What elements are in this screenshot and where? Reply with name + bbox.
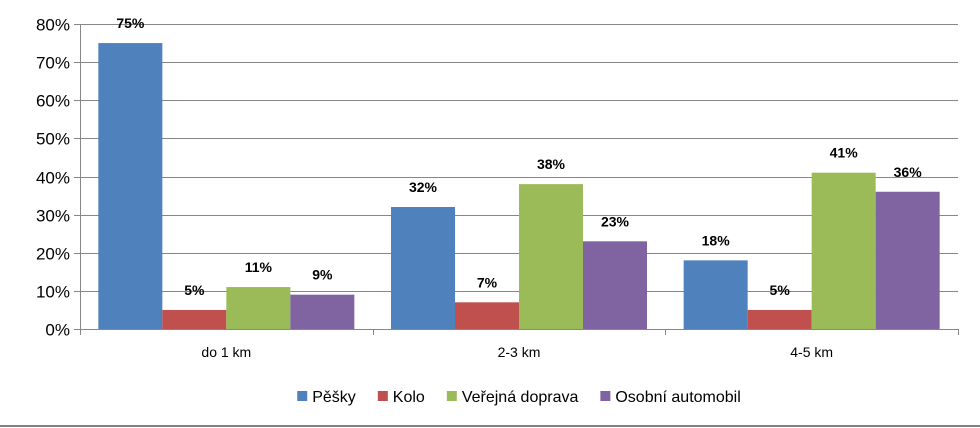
data-label: 36% xyxy=(894,164,923,180)
bar xyxy=(162,309,227,329)
y-tick-label: 40% xyxy=(36,169,70,188)
legend-label: Osobní automobil xyxy=(615,389,740,406)
bar xyxy=(875,191,940,329)
data-label: 7% xyxy=(477,274,498,290)
x-category-label: 2-3 km xyxy=(498,344,541,360)
data-label: 38% xyxy=(537,156,566,172)
data-label: 23% xyxy=(601,213,630,229)
data-label: 11% xyxy=(245,259,273,275)
data-label: 41% xyxy=(830,145,859,161)
y-tick-label: 10% xyxy=(36,283,70,302)
bar xyxy=(455,302,519,329)
bar xyxy=(583,241,647,329)
bar xyxy=(747,309,812,329)
legend-swatch xyxy=(446,391,457,401)
y-axis-ticks: 0% 10% 20% 30% 40% 50% 60% 70% 80% xyxy=(36,16,80,340)
legend-label: Veřejná doprava xyxy=(462,389,579,406)
x-axis-categories: do 1 km 2-3 km 4-5 km xyxy=(201,344,833,360)
y-tick-label: 80% xyxy=(36,16,70,35)
y-tick-label: 30% xyxy=(36,207,70,226)
y-tick-label: 50% xyxy=(36,130,70,149)
data-labels: 75% 5% 11% 9% 32% 7% 38% 23% 18% 5% 41% 36% xyxy=(116,15,922,298)
bar xyxy=(811,172,876,329)
data-label: 9% xyxy=(312,267,333,283)
y-tick-label: 70% xyxy=(36,54,70,73)
bar xyxy=(98,43,163,329)
bar xyxy=(519,184,583,329)
x-category-label: do 1 km xyxy=(201,344,251,360)
data-label: 18% xyxy=(702,232,731,248)
legend: Pěšky Kolo Veřejná doprava Osobní automobil xyxy=(297,389,741,406)
x-category-label: 4-5 km xyxy=(790,344,833,360)
data-label: 75% xyxy=(116,15,145,31)
legend-swatch xyxy=(600,391,611,401)
data-label: 5% xyxy=(770,282,791,298)
legend-label: Kolo xyxy=(393,389,425,406)
bar xyxy=(226,287,291,329)
axes xyxy=(80,24,959,335)
data-label: 32% xyxy=(409,179,438,195)
bars xyxy=(98,43,940,329)
y-tick-label: 60% xyxy=(36,92,70,111)
bar xyxy=(290,294,355,329)
y-tick-label: 0% xyxy=(45,321,70,340)
bar xyxy=(391,207,455,329)
legend-swatch xyxy=(297,391,308,401)
legend-swatch xyxy=(377,391,388,401)
bar xyxy=(683,260,748,329)
y-tick-label: 20% xyxy=(36,245,70,264)
legend-label: Pěšky xyxy=(312,389,356,406)
data-label: 5% xyxy=(184,282,205,298)
